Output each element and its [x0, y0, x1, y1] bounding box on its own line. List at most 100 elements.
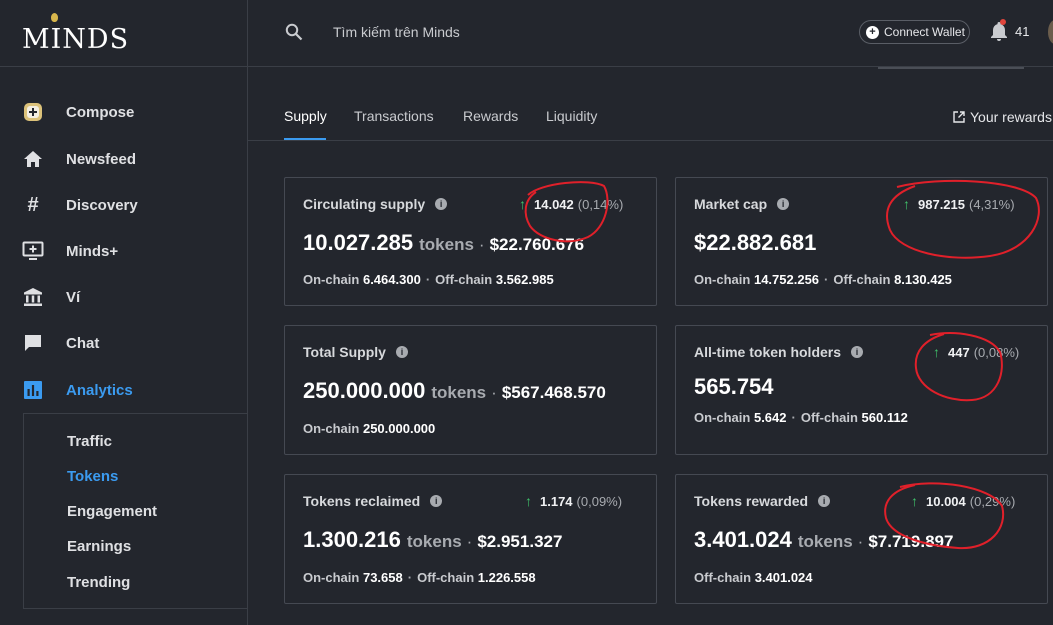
subnav-item-trending[interactable]: Trending	[67, 574, 131, 591]
subnav-item-tokens[interactable]: Tokens	[67, 468, 119, 485]
avatar[interactable]	[1048, 20, 1053, 44]
sidebar-item-wallet[interactable]: Ví	[0, 279, 248, 315]
change-percent: (0,29%)	[969, 493, 1016, 509]
token-amount: 3.401.024	[694, 527, 792, 552]
usd-amount: $22.882.681	[694, 230, 817, 255]
change-value: 1.174	[540, 493, 573, 509]
hashtag-icon: #	[27, 193, 39, 216]
offchain-value: 8.130.425	[894, 272, 952, 287]
token-amount: 10.027.285	[303, 230, 414, 255]
card-title-text: Total Supply	[303, 344, 386, 360]
tab-liquidity[interactable]: Liquidity	[546, 108, 598, 124]
sidebar-item-label: Minds+	[66, 242, 119, 260]
sidebar-item-discovery[interactable]: # Discovery	[0, 187, 248, 223]
card-breakdown: On-chain 73.658 · Off-chain 1.226.558	[303, 570, 536, 585]
minds-plus-icon	[22, 240, 44, 262]
analytics-icon	[22, 379, 44, 401]
info-icon[interactable]: i	[777, 198, 790, 210]
logo-bulb-icon	[51, 13, 58, 22]
card-breakdown: On-chain 14.752.256 · Off-chain 8.130.425	[694, 272, 952, 287]
card-title: Total Supply i	[303, 344, 408, 360]
change-value: 14.042	[534, 196, 574, 212]
change-percent: (0,14%)	[577, 196, 624, 212]
search-input[interactable]: Tìm kiếm trên Minds	[333, 24, 460, 40]
subnav-item-traffic[interactable]: Traffic	[67, 433, 113, 450]
card-circulating-supply: Circulating supply i ↑ 14.042 (0,14%) 10…	[284, 177, 657, 306]
card-main-value: $22.882.681	[694, 230, 816, 256]
card-breakdown: On-chain 5.642 · Off-chain 560.112	[694, 410, 908, 425]
unit-label: tokens	[797, 532, 853, 551]
onchain-label: On-chain	[694, 272, 751, 287]
onchain-label: On-chain	[303, 570, 360, 585]
sidebar-item-chat[interactable]: Chat	[0, 325, 248, 361]
usd-value: $7.719.897	[868, 532, 954, 551]
change-value: 10.004	[926, 493, 966, 509]
arrow-up-icon: ↑	[903, 196, 910, 212]
card-title: Circulating supply i	[303, 196, 448, 212]
change-percent: (0,09%)	[576, 493, 623, 509]
search-icon[interactable]	[285, 23, 303, 46]
card-token-holders: All-time token holders i ↑ 447 (0,08%) 5…	[675, 325, 1048, 455]
sidebar-item-compose[interactable]: Compose	[0, 94, 248, 130]
notification-dot	[1000, 19, 1006, 25]
offchain-value: 3.562.985	[495, 272, 554, 287]
info-icon[interactable]: i	[395, 346, 408, 358]
info-icon[interactable]: i	[435, 198, 448, 210]
onchain-label: On-chain	[694, 410, 751, 425]
connect-wallet-button[interactable]: + Connect Wallet	[859, 20, 970, 44]
sidebar-item-label: Discovery	[66, 196, 138, 214]
card-tokens-reclaimed: Tokens reclaimed i ↑ 1.174 (0,09%) 1.300…	[284, 474, 657, 604]
onchain-value: 73.658	[362, 570, 403, 585]
arrow-up-icon: ↑	[519, 196, 526, 212]
offchain-value: 3.401.024	[754, 570, 813, 585]
tab-supply[interactable]: Supply	[284, 108, 327, 124]
card-breakdown: On-chain 6.464.300 · Off-chain 3.562.985	[303, 272, 554, 287]
bank-icon	[22, 286, 44, 308]
minds-logo[interactable]: MINDS	[22, 13, 129, 55]
arrow-up-icon: ↑	[525, 493, 532, 509]
tab-transactions[interactable]: Transactions	[354, 108, 434, 124]
onchain-label: On-chain	[303, 421, 360, 436]
card-title-text: Circulating supply	[303, 196, 426, 212]
sidebar: MINDS Compose Newsfeed # Discovery Minds…	[0, 0, 248, 625]
onchain-value: 250.000.000	[362, 421, 436, 436]
offchain-value: 560.112	[861, 410, 908, 425]
separator: ·	[491, 383, 497, 402]
token-amount: 250.000.000	[303, 378, 426, 403]
sidebar-item-label: Chat	[66, 334, 100, 352]
card-main-value: 250.000.000 tokens · $567.468.570	[303, 378, 606, 404]
info-icon[interactable]: i	[430, 495, 443, 507]
card-breakdown: Off-chain 3.401.024	[694, 570, 813, 585]
unit-label: tokens	[419, 235, 474, 254]
info-icon[interactable]: i	[851, 346, 864, 358]
change-value: 987.215	[918, 196, 965, 212]
notification-count: 41	[1015, 24, 1030, 39]
card-main-value: 10.027.285 tokens · $22.760.676	[303, 230, 584, 256]
info-icon[interactable]: i	[818, 495, 831, 507]
bell-icon[interactable]	[990, 21, 1008, 46]
divider	[248, 140, 1053, 141]
card-title-text: Market cap	[694, 196, 768, 212]
your-rewards-link[interactable]: Your rewards	[953, 109, 1052, 125]
sidebar-item-minds-plus[interactable]: Minds+	[0, 233, 248, 269]
analytics-subnav: Traffic Tokens Engagement Earnings Trend…	[23, 413, 248, 609]
subnav-item-earnings[interactable]: Earnings	[67, 538, 132, 555]
card-change: ↑ 10.004 (0,29%)	[911, 493, 1015, 509]
separator: ·	[466, 532, 473, 551]
arrow-up-icon: ↑	[933, 344, 940, 360]
compose-icon	[22, 101, 44, 123]
card-tokens-rewarded: Tokens rewarded i ↑ 10.004 (0,29%) 3.401…	[675, 474, 1048, 604]
change-value: 447	[948, 344, 970, 360]
sidebar-item-analytics[interactable]: Analytics	[0, 372, 248, 408]
subnav-item-engagement[interactable]: Engagement	[67, 503, 158, 520]
offchain-label: Off-chain	[417, 570, 475, 585]
onchain-label: On-chain	[303, 272, 360, 287]
chat-icon	[22, 332, 44, 354]
tab-rewards[interactable]: Rewards	[463, 108, 519, 124]
change-percent: (4,31%)	[969, 196, 1015, 212]
unit-label: tokens	[406, 532, 462, 551]
card-market-cap: Market cap i ↑ 987.215 (4,31%) $22.882.6…	[675, 177, 1048, 306]
card-main-value: 565.754	[694, 374, 774, 400]
sidebar-item-newsfeed[interactable]: Newsfeed	[0, 141, 248, 177]
card-breakdown: On-chain 250.000.000	[303, 421, 435, 436]
